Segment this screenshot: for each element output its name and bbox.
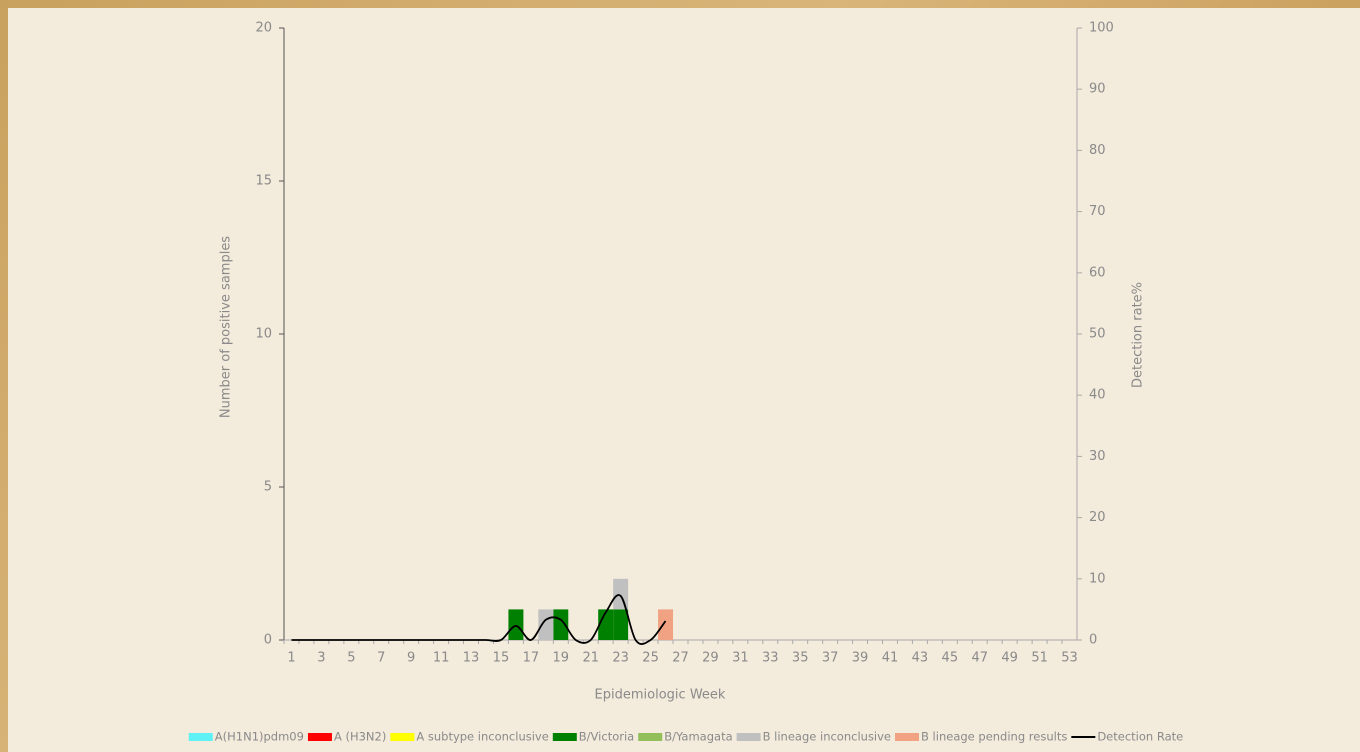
legend-label: B/Yamagata: [664, 730, 732, 744]
legend-label: A(H1N1)pdm09: [215, 730, 304, 744]
bar: [613, 609, 629, 640]
legend-swatch: [390, 733, 415, 741]
x-tick-label: 17: [523, 651, 540, 666]
x-tick-label: 1: [287, 651, 295, 666]
legend-label: A (H3N2): [334, 730, 386, 744]
x-tick-label: 13: [463, 651, 480, 666]
y-tick-label: 0: [264, 633, 272, 648]
legend-swatch: [307, 733, 332, 741]
y2-tick-label: 0: [1089, 633, 1097, 648]
y2-tick-label: 30: [1089, 449, 1106, 464]
x-tick-label: 33: [762, 651, 779, 666]
bar: [598, 609, 614, 640]
legend-swatch: [895, 733, 920, 741]
y2-tick-label: 20: [1089, 510, 1106, 525]
y2-tick-label: 60: [1089, 265, 1106, 280]
legend-label: B lineage inconclusive: [763, 730, 891, 744]
x-tick-label: 37: [822, 651, 839, 666]
x-axis-label: Epidemiologic Week: [595, 688, 726, 703]
legend-label: Detection Rate: [1097, 730, 1183, 744]
bar: [508, 609, 524, 640]
x-tick-label: 5: [347, 651, 355, 666]
x-tick-label: 53: [1061, 651, 1078, 666]
y-tick-label: 5: [264, 480, 272, 495]
x-tick-label: 51: [1031, 651, 1048, 666]
x-tick-label: 23: [612, 651, 629, 666]
x-tick-label: 47: [971, 651, 988, 666]
y-tick-label: 20: [255, 21, 272, 36]
x-tick-label: 41: [882, 651, 899, 666]
legend-label: B lineage pending results: [921, 730, 1067, 744]
x-tick-label: 25: [642, 651, 659, 666]
x-tick-label: 15: [493, 651, 510, 666]
panel: [8, 8, 1360, 752]
bar: [613, 578, 629, 610]
x-tick-label: 11: [433, 651, 450, 666]
x-tick-label: 45: [942, 651, 959, 666]
x-tick-label: 19: [553, 651, 570, 666]
y2-tick-label: 90: [1089, 82, 1106, 97]
x-tick-label: 35: [792, 651, 809, 666]
y2-tick-label: 10: [1089, 571, 1106, 586]
y2-axis-label: Detection rate%: [1131, 282, 1146, 388]
legend-label: B/Victoria: [579, 730, 634, 744]
legend-swatch: [638, 733, 663, 741]
bar: [658, 609, 674, 640]
y-tick-label: 15: [255, 174, 272, 189]
rate-line: [291, 594, 667, 645]
legend: A(H1N1)pdm09 A (H3N2) A subtype inconclusi…: [188, 730, 1183, 744]
x-tick-label: 27: [672, 651, 689, 666]
x-tick-label: 49: [1001, 651, 1018, 666]
y-tick-label: 10: [255, 327, 272, 342]
y2-tick-label: 70: [1089, 204, 1106, 219]
x-tick-label: 9: [407, 651, 415, 666]
y2-tick-label: 100: [1089, 21, 1114, 36]
legend-label: A subtype inconclusive: [416, 730, 548, 744]
x-tick-label: 31: [732, 651, 749, 666]
x-tick-label: 3: [317, 651, 325, 666]
x-tick-label: 29: [702, 651, 719, 666]
y-axis-label: Number of positive samples: [219, 236, 234, 418]
legend-swatch: [188, 733, 213, 741]
bar: [538, 609, 554, 640]
y2-tick-label: 40: [1089, 388, 1106, 403]
x-tick-label: 43: [912, 651, 929, 666]
x-tick-label: 39: [852, 651, 869, 666]
x-tick-label: 21: [582, 651, 599, 666]
legend-swatch: [736, 733, 761, 741]
y2-tick-label: 80: [1089, 143, 1106, 158]
x-tick-label: 7: [377, 651, 385, 666]
legend-swatch: [552, 733, 577, 741]
y2-tick-label: 50: [1089, 327, 1106, 342]
